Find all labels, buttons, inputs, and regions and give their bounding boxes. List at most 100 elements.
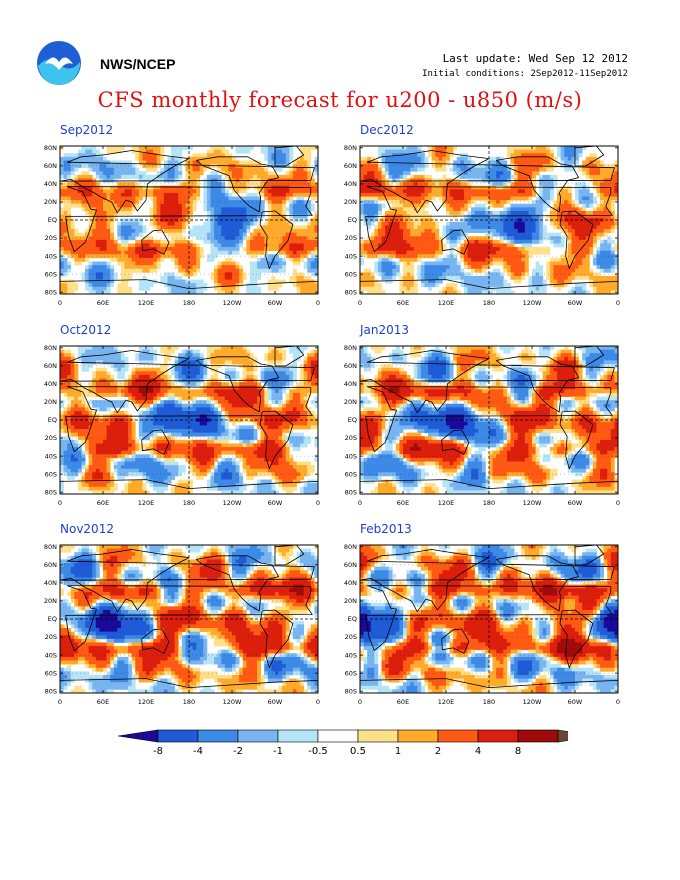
lat-label: 40S bbox=[45, 651, 57, 659]
colorbar-label: -0.5 bbox=[308, 746, 328, 757]
lat-label: 40S bbox=[345, 651, 357, 659]
lat-label: 40N bbox=[44, 380, 57, 388]
colorbar-segment bbox=[397, 729, 439, 743]
colorbar-segment bbox=[477, 729, 519, 743]
lat-label: 60N bbox=[44, 362, 57, 370]
page-title: CFS monthly forecast for u200 - u850 (m/… bbox=[97, 88, 583, 112]
lon-label: 180 bbox=[483, 698, 495, 706]
lat-label: 60N bbox=[344, 561, 357, 569]
lat-label: 40N bbox=[344, 380, 357, 388]
colorbar-segment bbox=[118, 729, 159, 743]
panel-title: Jan2013 bbox=[360, 323, 410, 337]
initial-conditions: Initial conditions: 2Sep2012-11Sep2012 bbox=[422, 69, 628, 79]
lon-label: 0 bbox=[358, 698, 362, 706]
lat-label: 20N bbox=[344, 597, 357, 605]
lat-label: 40S bbox=[45, 252, 57, 260]
color-bar: -8 -4 -2 -1 -0.5 0.5 1 2 4 8 bbox=[118, 729, 568, 757]
lat-label: 40S bbox=[345, 252, 357, 260]
org-name: NWS/NCEP bbox=[100, 56, 176, 72]
lat-label: 20S bbox=[345, 633, 357, 641]
panel-title: Sep2012 bbox=[60, 123, 114, 137]
lon-label: 120W bbox=[523, 698, 542, 706]
lon-label: 120W bbox=[223, 499, 242, 507]
lat-label: 60S bbox=[345, 270, 357, 278]
lon-label: 60E bbox=[97, 299, 109, 307]
lon-label: 0 bbox=[58, 299, 62, 307]
lat-label: 60N bbox=[44, 561, 57, 569]
colorbar-label: -2 bbox=[233, 746, 243, 757]
lat-label: 20N bbox=[44, 597, 57, 605]
noaa-logo bbox=[37, 41, 81, 85]
lat-label: 80N bbox=[344, 543, 357, 551]
lon-label: 60W bbox=[268, 299, 283, 307]
lon-label: 0 bbox=[316, 499, 320, 507]
lon-label: 120W bbox=[523, 299, 542, 307]
lat-label: 80S bbox=[45, 288, 57, 296]
lat-label: 80N bbox=[44, 543, 57, 551]
colorbar-segment bbox=[277, 729, 319, 743]
lat-label: 60S bbox=[45, 669, 57, 677]
lat-label: 80N bbox=[344, 344, 357, 352]
lon-label: 60W bbox=[268, 698, 283, 706]
colorbar-segment bbox=[517, 729, 559, 743]
lon-label: 180 bbox=[183, 499, 195, 507]
lon-label: 120E bbox=[438, 698, 455, 706]
lat-label: 80S bbox=[345, 488, 357, 496]
lon-label: 0 bbox=[316, 698, 320, 706]
colorbar-label: 4 bbox=[475, 746, 481, 757]
lat-label: 80N bbox=[344, 144, 357, 152]
lon-label: 60E bbox=[97, 499, 109, 507]
lon-label: 180 bbox=[483, 499, 495, 507]
lon-label: 120W bbox=[523, 499, 542, 507]
lon-label: 0 bbox=[358, 499, 362, 507]
lon-label: 60E bbox=[397, 299, 409, 307]
colorbar-label: -8 bbox=[153, 746, 163, 757]
lon-label: 60W bbox=[568, 698, 583, 706]
colorbar-segment bbox=[317, 729, 359, 743]
lon-label: 120E bbox=[138, 698, 155, 706]
lat-label: 40S bbox=[345, 452, 357, 460]
lat-label: 60S bbox=[45, 270, 57, 278]
lat-label: 20S bbox=[345, 434, 357, 442]
lat-label: 80S bbox=[345, 288, 357, 296]
lon-label: 120E bbox=[438, 299, 455, 307]
colorbar-segment bbox=[237, 729, 279, 743]
panel-title: Oct2012 bbox=[60, 323, 112, 337]
panel-title: Dec2012 bbox=[360, 123, 414, 137]
lat-label: EQ bbox=[348, 615, 357, 623]
lat-label: 40N bbox=[44, 180, 57, 188]
lat-label: EQ bbox=[48, 615, 57, 623]
lat-label: 80N bbox=[44, 144, 57, 152]
lon-label: 120W bbox=[223, 299, 242, 307]
lon-label: 0 bbox=[316, 299, 320, 307]
lat-label: EQ bbox=[48, 416, 57, 424]
lon-label: 0 bbox=[616, 499, 620, 507]
lat-label: 60S bbox=[45, 470, 57, 478]
lon-label: 60W bbox=[268, 499, 283, 507]
lat-label: EQ bbox=[348, 216, 357, 224]
lon-label: 180 bbox=[483, 299, 495, 307]
lat-label: 40N bbox=[344, 180, 357, 188]
colorbar-label: -4 bbox=[193, 746, 203, 757]
lat-label: 60N bbox=[44, 162, 57, 170]
colorbar-label: -1 bbox=[273, 746, 283, 757]
lat-label: 80N bbox=[44, 344, 57, 352]
colorbar-segment bbox=[197, 729, 239, 743]
lat-label: 40N bbox=[344, 579, 357, 587]
lat-label: 80S bbox=[45, 687, 57, 695]
lat-label: 20N bbox=[44, 198, 57, 206]
lon-label: 0 bbox=[616, 299, 620, 307]
lat-label: EQ bbox=[348, 416, 357, 424]
lon-label: 0 bbox=[58, 698, 62, 706]
lon-label: 120E bbox=[138, 499, 155, 507]
colorbar-segment bbox=[437, 729, 479, 743]
lon-label: 120E bbox=[438, 499, 455, 507]
lon-label: 0 bbox=[616, 698, 620, 706]
lat-label: 60N bbox=[344, 162, 357, 170]
lat-label: 60S bbox=[345, 669, 357, 677]
